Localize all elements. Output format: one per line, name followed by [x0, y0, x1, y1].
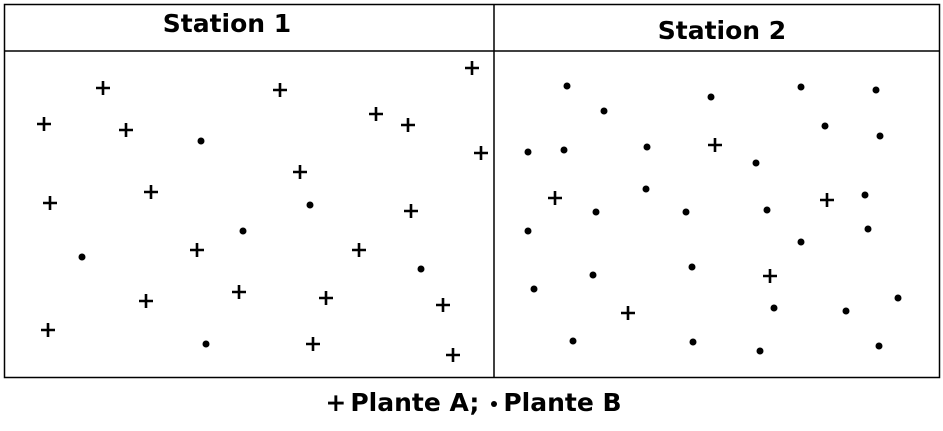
- plant-b-dot-mark: [524, 148, 532, 156]
- legend-plant-b-label: Plante B: [503, 388, 622, 417]
- plant-a-plus-mark: [763, 269, 777, 283]
- plant-a-plus-mark: [621, 306, 635, 320]
- plant-b-dot-mark: [642, 185, 650, 193]
- plant-b-dot-mark: [688, 263, 696, 271]
- plant-a-plus-mark: [446, 348, 460, 362]
- plant-b-dot-mark: [864, 225, 872, 233]
- dot-icon: [491, 401, 498, 407]
- plant-a-plus-mark: [41, 323, 55, 337]
- legend-plant-a-label: Plante A: [350, 388, 470, 417]
- plant-a-plus-mark: [465, 61, 479, 75]
- plant-b-dot-mark: [797, 83, 805, 91]
- plant-b-dot-mark: [524, 227, 532, 235]
- plant-a-plus-mark: [401, 118, 415, 132]
- legend-separator: ;: [469, 388, 480, 417]
- plant-a-plus-mark: [232, 285, 246, 299]
- plant-b-dot-mark: [202, 340, 210, 348]
- legend: + Plante A; Plante B: [0, 388, 943, 417]
- plant-b-dot-mark: [707, 93, 715, 101]
- plant-a-plus-mark: [404, 204, 418, 218]
- plant-b-dot-mark: [756, 347, 764, 355]
- plant-b-dot-mark: [797, 238, 805, 246]
- plant-b-dot-mark: [872, 86, 880, 94]
- plant-a-plus-mark: [96, 81, 110, 95]
- plant-b-dot-mark: [306, 201, 314, 209]
- plus-icon: +: [325, 388, 347, 417]
- plant-a-plus-mark: [474, 146, 488, 160]
- plant-a-plus-mark: [273, 83, 287, 97]
- plant-b-dot-mark: [689, 338, 697, 346]
- plant-b-dot-mark: [197, 137, 205, 145]
- plant-a-plus-mark: [293, 165, 307, 179]
- plant-a-plus-mark: [37, 117, 51, 131]
- plant-a-plus-mark: [119, 123, 133, 137]
- plant-a-plus-mark: [708, 138, 722, 152]
- plant-b-dot-mark: [589, 271, 597, 279]
- plant-b-dot-mark: [770, 304, 778, 312]
- plant-a-plus-mark: [43, 196, 57, 210]
- plant-a-plus-mark: [139, 294, 153, 308]
- plant-a-plus-mark: [548, 191, 562, 205]
- station-1-title: Station 1: [163, 9, 291, 38]
- plant-b-dot-mark: [643, 143, 651, 151]
- plant-b-dot-mark: [417, 265, 425, 273]
- plant-b-dot-mark: [78, 253, 86, 261]
- outer-frame: [3, 3, 941, 379]
- station-2-field: [524, 82, 902, 355]
- plant-b-dot-mark: [752, 159, 760, 167]
- plant-a-plus-mark: [319, 291, 333, 305]
- plant-b-dot-mark: [530, 285, 538, 293]
- plant-b-dot-mark: [894, 294, 902, 302]
- plant-b-dot-mark: [821, 122, 829, 130]
- plant-b-dot-mark: [861, 191, 869, 199]
- plant-b-dot-mark: [600, 107, 608, 115]
- plant-b-dot-mark: [842, 307, 850, 315]
- plant-b-dot-mark: [569, 337, 577, 345]
- plant-a-plus-mark: [436, 298, 450, 312]
- plant-a-plus-mark: [369, 107, 383, 121]
- plant-b-dot-mark: [239, 227, 247, 235]
- plant-a-plus-mark: [144, 185, 158, 199]
- station-1-field: [37, 61, 488, 362]
- plant-b-dot-mark: [875, 342, 883, 350]
- plant-b-dot-mark: [763, 206, 771, 214]
- plant-a-plus-mark: [352, 243, 366, 257]
- plant-a-plus-mark: [820, 193, 834, 207]
- plant-a-plus-mark: [190, 243, 204, 257]
- plant-b-dot-mark: [563, 82, 571, 90]
- plant-a-plus-mark: [306, 337, 320, 351]
- plant-b-dot-mark: [876, 132, 884, 140]
- plant-b-dot-mark: [592, 208, 600, 216]
- plant-b-dot-mark: [682, 208, 690, 216]
- plant-b-dot-mark: [560, 146, 568, 154]
- station-2-title: Station 2: [658, 16, 786, 45]
